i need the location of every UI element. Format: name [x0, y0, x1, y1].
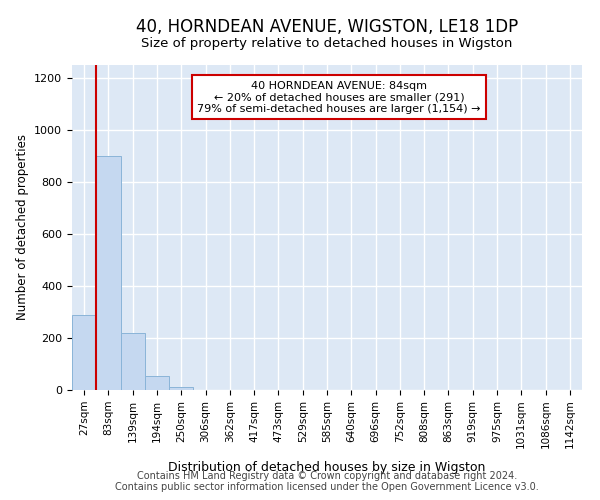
Text: 40, HORNDEAN AVENUE, WIGSTON, LE18 1DP: 40, HORNDEAN AVENUE, WIGSTON, LE18 1DP	[136, 18, 518, 36]
Text: Contains HM Land Registry data © Crown copyright and database right 2024.
Contai: Contains HM Land Registry data © Crown c…	[115, 471, 539, 492]
Bar	[145, 376, 169, 390]
Bar	[121, 333, 145, 390]
Text: 40 HORNDEAN AVENUE: 84sqm
← 20% of detached houses are smaller (291)
79% of semi: 40 HORNDEAN AVENUE: 84sqm ← 20% of detac…	[197, 80, 481, 114]
Bar	[96, 156, 121, 390]
Text: Distribution of detached houses by size in Wigston: Distribution of detached houses by size …	[169, 461, 485, 474]
Text: Size of property relative to detached houses in Wigston: Size of property relative to detached ho…	[142, 38, 512, 51]
Bar	[169, 388, 193, 390]
Bar	[72, 314, 96, 390]
Y-axis label: Number of detached properties: Number of detached properties	[16, 134, 29, 320]
